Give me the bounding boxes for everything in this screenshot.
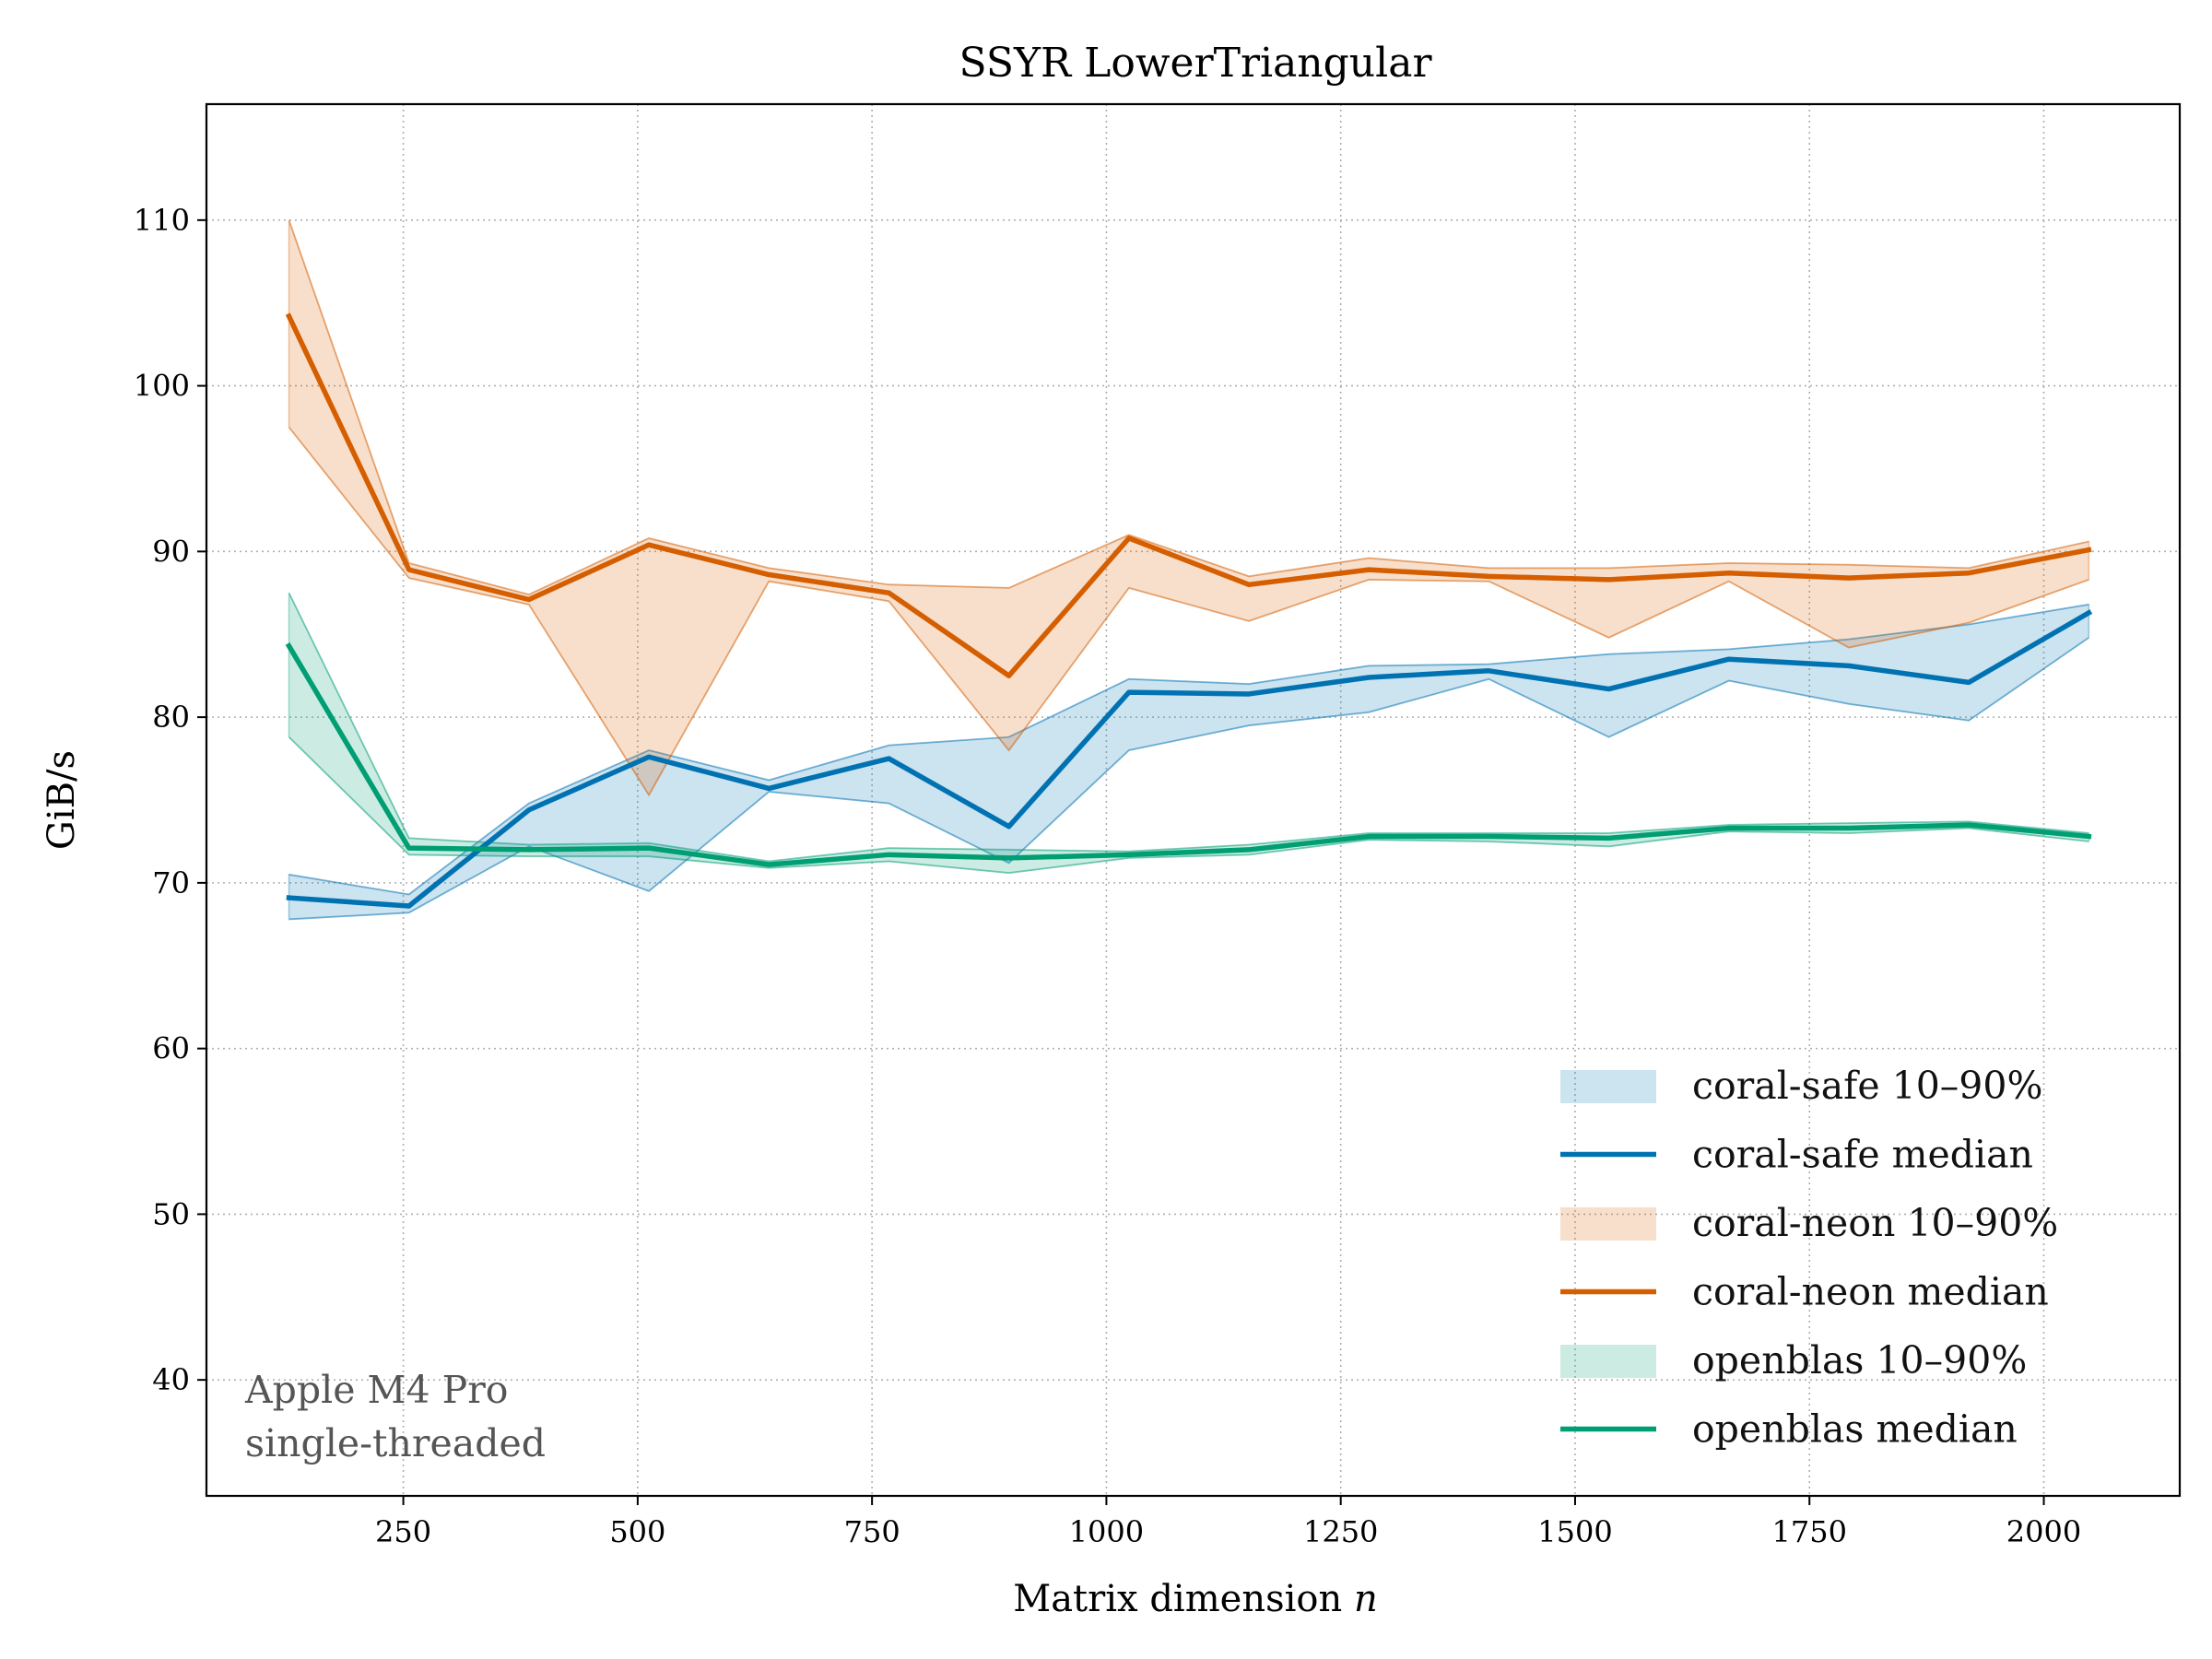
x-tick-label: 500 [609, 1514, 665, 1549]
openblas-band-legend-swatch [1560, 1345, 1656, 1378]
coral-safe-p90-line [288, 603, 2089, 896]
x-axis: 250 500 750 1000 1250 1500 1750 2000 [375, 1496, 2081, 1549]
openblas-band [288, 592, 2090, 874]
y-axis: 40 50 60 70 80 90 100 110 [134, 203, 206, 1397]
x-tick-label: 750 [844, 1514, 900, 1549]
y-tick-label: 40 [152, 1362, 190, 1397]
openblas-p90-line [288, 592, 2089, 863]
coral-safe-median-line [286, 609, 2093, 909]
coral-neon-band-legend-label: coral-neon 10–90% [1692, 1201, 2058, 1245]
coral-safe-p10-line [288, 637, 2089, 921]
x-tick-label: 1750 [1772, 1514, 1847, 1549]
annotation-line-1: Apple M4 Pro [244, 1368, 508, 1412]
coral-safe-band-legend-label: coral-safe 10–90% [1692, 1064, 2042, 1108]
y-tick-label: 50 [152, 1196, 190, 1231]
x-tick-label: 1500 [1537, 1514, 1612, 1549]
x-tick-label: 1000 [1069, 1514, 1144, 1549]
y-tick-label: 70 [152, 865, 190, 900]
coral-neon-median-line [285, 312, 2092, 678]
coral-neon-p90-line [288, 219, 2089, 596]
coral-neon-median-legend-label: coral-neon median [1692, 1270, 2049, 1314]
coral-safe-median-legend-label: coral-safe median [1692, 1133, 2033, 1177]
y-tick-label: 110 [134, 203, 190, 238]
y-tick-label: 60 [152, 1031, 190, 1066]
x-tick-label: 250 [375, 1514, 431, 1549]
y-tick-label: 100 [134, 369, 190, 404]
openblas-p10-line [288, 735, 2089, 875]
plot-frame [205, 102, 2182, 1498]
coral-safe-band-legend-swatch [1560, 1070, 1656, 1103]
y-tick-label: 80 [152, 700, 190, 735]
coral-neon-band-legend-swatch [1560, 1207, 1656, 1241]
openblas-median-line [285, 642, 2092, 867]
annotation-line-2: single-threaded [245, 1421, 546, 1465]
legend: coral-safe 10–90% coral-safe median coral-… [1560, 1064, 2058, 1452]
x-axis-label-text: Matrix dimension [1013, 1578, 1342, 1620]
median-lines [285, 312, 2093, 909]
coral-neon-band [288, 219, 2090, 797]
platform-annotation: Apple M4 Pro single-threaded [244, 1368, 546, 1465]
x-axis-label: Matrix dimension n [1013, 1578, 1377, 1620]
x-tick-label: 2000 [2006, 1514, 2081, 1549]
openblas-median-legend-label: openblas median [1692, 1407, 2018, 1452]
y-axis-label: GiB/s [41, 750, 83, 850]
chart-title: SSYR LowerTriangular [959, 40, 1433, 87]
openblas-band-legend-label: openblas 10–90% [1692, 1338, 2027, 1382]
coral-neon-p10-line [288, 426, 2089, 797]
x-axis-label-variable: n [1354, 1578, 1378, 1620]
y-tick-label: 90 [152, 534, 190, 569]
x-tick-label: 1250 [1303, 1514, 1378, 1549]
